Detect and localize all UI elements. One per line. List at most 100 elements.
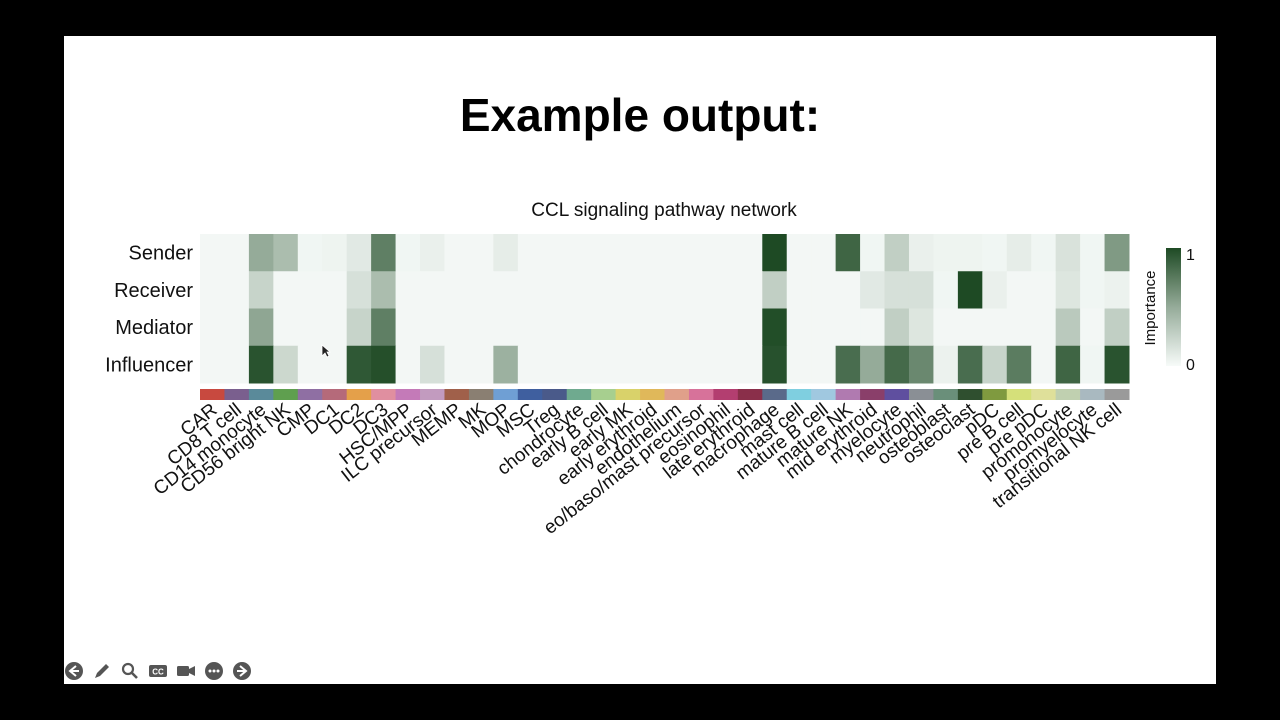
heatmap-cell <box>517 308 543 347</box>
heatmap-cell <box>982 308 1008 347</box>
heatmap-cell <box>542 345 568 384</box>
category-color-swatch <box>1006 389 1032 400</box>
heatmap-cell <box>811 271 837 309</box>
category-color-swatch <box>688 389 714 400</box>
heatmap-cell <box>615 345 641 384</box>
pen-icon[interactable] <box>92 661 112 681</box>
presentation-toolbar: CC <box>64 660 252 682</box>
heatmap-cell <box>322 308 348 347</box>
heatmap-cell <box>933 308 959 347</box>
heatmap-cell <box>835 345 861 384</box>
heatmap-cell <box>468 308 494 347</box>
heatmap-cell <box>566 308 592 347</box>
heatmap-cell <box>1006 308 1032 347</box>
heatmap-cell <box>517 345 543 384</box>
heatmap-cell <box>468 271 494 309</box>
heatmap-cell <box>1031 308 1057 347</box>
heatmap-cell <box>591 271 617 309</box>
camera-icon[interactable] <box>176 661 196 681</box>
heatmap-cell <box>835 308 861 347</box>
heatmap-cell <box>517 271 543 309</box>
heatmap-cell <box>884 345 910 384</box>
colorbar-label: Importance <box>1142 270 1159 345</box>
category-color-swatch <box>615 389 641 400</box>
heatmap-cell <box>737 271 763 309</box>
heatmap-cell <box>688 345 714 384</box>
category-color-swatch <box>566 389 592 400</box>
heatmap-cell <box>1080 308 1106 347</box>
category-color-swatch <box>493 389 519 400</box>
heatmap-cell <box>1006 345 1032 384</box>
heatmap-cell <box>566 271 592 309</box>
heatmap-cell <box>737 345 763 384</box>
row-label: Influencer <box>105 354 193 376</box>
heatmap-cell <box>468 234 494 272</box>
heatmap-cell <box>762 308 788 347</box>
heatmap-cell <box>1104 234 1130 272</box>
heatmap-cell <box>664 345 690 384</box>
heatmap-cell <box>982 345 1008 384</box>
previous-slide-icon[interactable] <box>64 661 84 681</box>
heatmap-cell <box>982 271 1008 309</box>
heatmap-cell <box>1006 271 1032 309</box>
closed-captions-icon[interactable]: CC <box>148 661 168 681</box>
category-color-swatch <box>395 389 421 400</box>
category-color-swatch <box>224 389 250 400</box>
zoom-icon[interactable] <box>120 661 140 681</box>
heatmap-cell <box>786 345 812 384</box>
category-color-swatch <box>200 389 225 400</box>
row-label: Receiver <box>114 280 193 302</box>
heatmap-cell <box>517 234 543 272</box>
heatmap-cell <box>444 234 470 272</box>
category-color-swatch <box>273 389 299 400</box>
heatmap-cell <box>860 271 886 309</box>
heatmap-cell <box>860 308 886 347</box>
heatmap-cell <box>933 234 959 272</box>
category-color-swatch <box>297 389 323 400</box>
category-color-swatch <box>884 389 910 400</box>
heatmap-cell <box>395 234 421 272</box>
heatmap-cell <box>542 234 568 272</box>
heatmap-cell <box>811 234 837 272</box>
category-color-swatch <box>664 389 690 400</box>
heatmap-cell <box>248 271 274 309</box>
heatmap-cell <box>1080 271 1106 309</box>
heatmap-cell <box>1104 271 1130 309</box>
heatmap-cell <box>908 308 934 347</box>
heatmap-cell <box>248 345 274 384</box>
next-slide-icon[interactable] <box>232 661 252 681</box>
heatmap-cell <box>395 345 421 384</box>
category-color-swatch <box>786 389 812 400</box>
heatmap-cell <box>933 345 959 384</box>
heatmap-cell <box>542 308 568 347</box>
heatmap-cell <box>957 308 983 347</box>
heatmap-cell <box>224 271 250 309</box>
heatmap-cell <box>908 345 934 384</box>
heatmap-cell <box>713 345 739 384</box>
category-color-swatch <box>982 389 1008 400</box>
heatmap-cell <box>297 345 323 384</box>
heatmap-cell <box>200 345 225 384</box>
heatmap-cell <box>566 234 592 272</box>
category-color-swatch <box>322 389 348 400</box>
category-color-swatch <box>908 389 934 400</box>
heatmap-cell <box>346 345 372 384</box>
heatmap-cell <box>1031 271 1057 309</box>
heatmap-cell <box>615 308 641 347</box>
heatmap-cell <box>395 271 421 309</box>
heatmap-cell <box>933 271 959 309</box>
heatmap-cell <box>1104 345 1130 384</box>
heatmap-cell <box>322 271 348 309</box>
heatmap-cell <box>273 345 299 384</box>
category-color-swatch <box>444 389 470 400</box>
more-options-icon[interactable] <box>204 661 224 681</box>
heatmap-cell <box>737 308 763 347</box>
category-color-swatch <box>1055 389 1081 400</box>
heatmap-cell <box>615 271 641 309</box>
category-color-swatch <box>420 389 445 400</box>
heatmap-cell <box>542 271 568 309</box>
heatmap-cell <box>664 234 690 272</box>
heatmap-cell <box>957 271 983 309</box>
row-label: Sender <box>129 243 194 265</box>
heatmap-cell <box>957 234 983 272</box>
